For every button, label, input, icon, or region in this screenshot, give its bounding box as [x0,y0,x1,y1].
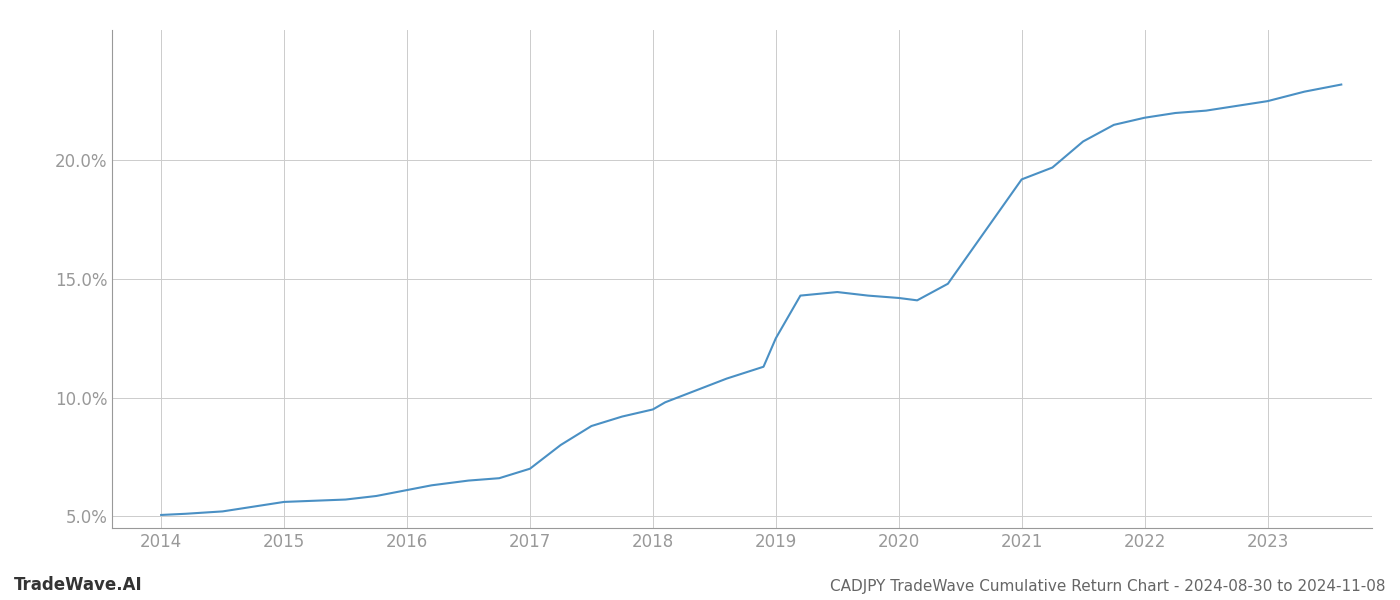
Text: CADJPY TradeWave Cumulative Return Chart - 2024-08-30 to 2024-11-08: CADJPY TradeWave Cumulative Return Chart… [830,579,1386,594]
Text: TradeWave.AI: TradeWave.AI [14,576,143,594]
